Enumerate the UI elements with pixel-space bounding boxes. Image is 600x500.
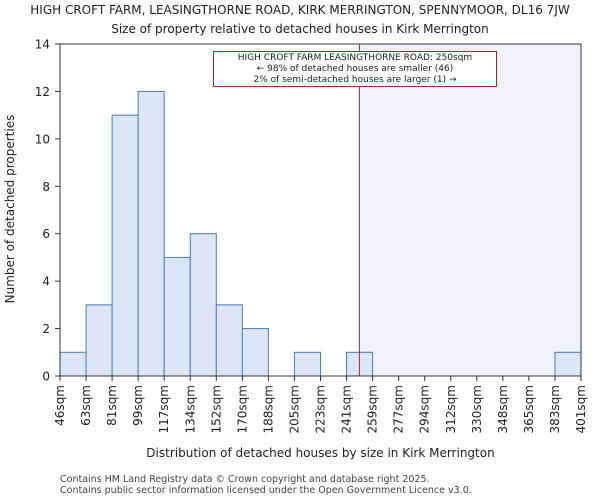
x-tick-label: 348sqm [496,385,510,433]
x-tick-label: 330sqm [470,385,484,433]
x-tick-label: 294sqm [418,385,432,433]
y-tick-label: 0 [42,370,50,384]
y-tick-label: 12 [35,85,50,99]
x-tick-label: 46sqm [53,385,67,426]
bar [241,328,269,377]
x-tick-label: 312sqm [444,385,458,433]
bar [111,114,139,377]
x-tick-label: 170sqm [235,385,249,433]
x-tick-label: 383sqm [548,385,562,433]
annotation-line-1: HIGH CROFT FARM LEASINGTHORNE ROAD: 250s… [237,53,473,63]
bar [293,351,322,377]
annotation-line-3: 2% of semi-detached houses are larger (1… [253,75,457,85]
x-tick-label: 259sqm [366,385,380,433]
bar [137,90,165,377]
x-tick-label: 117sqm [157,385,171,433]
bar [189,233,217,377]
x-tick-label: 99sqm [131,385,145,426]
annotation-line-2: ← 98% of detached houses are smaller (46… [256,64,454,74]
x-tick-label: 152sqm [209,385,223,433]
y-tick-label: 6 [42,227,50,241]
y-axis-label: Number of detached properties [3,114,17,304]
bar [215,304,243,377]
x-tick-label: 365sqm [522,385,536,433]
bar [554,351,582,377]
x-tick-label: 241sqm [340,385,354,433]
highlight-region [359,44,581,376]
x-tick-label: 223sqm [314,385,328,433]
y-tick-label: 4 [42,275,50,289]
x-tick-label: 134sqm [183,385,197,433]
bar [163,256,191,377]
y-tick-label: 8 [42,180,50,194]
x-tick-label: 205sqm [287,385,301,433]
bar [85,304,113,377]
chart-title: HIGH CROFT FARM, LEASINGTHORNE ROAD, KIR… [30,3,570,17]
y-tick-label: 10 [35,132,50,146]
y-tick-label: 14 [35,38,50,52]
y-tick-label: 2 [42,322,50,336]
chart-subtitle: Size of property relative to detached ho… [111,22,489,36]
x-tick-label: 188sqm [261,385,275,433]
footer-line-1: Contains HM Land Registry data © Crown c… [60,474,430,485]
x-tick-label: 277sqm [392,385,406,433]
x-tick-label: 63sqm [79,385,93,426]
annotation-box: HIGH CROFT FARM LEASINGTHORNE ROAD: 250s… [213,51,497,87]
footer-line-2: Contains public sector information licen… [60,485,472,496]
bar [59,351,87,377]
x-axis-label: Distribution of detached houses by size … [146,446,495,460]
x-tick-label: 81sqm [105,385,119,426]
footer: Contains HM Land Registry data © Crown c… [60,474,472,496]
x-tick-label: 401sqm [574,385,588,433]
